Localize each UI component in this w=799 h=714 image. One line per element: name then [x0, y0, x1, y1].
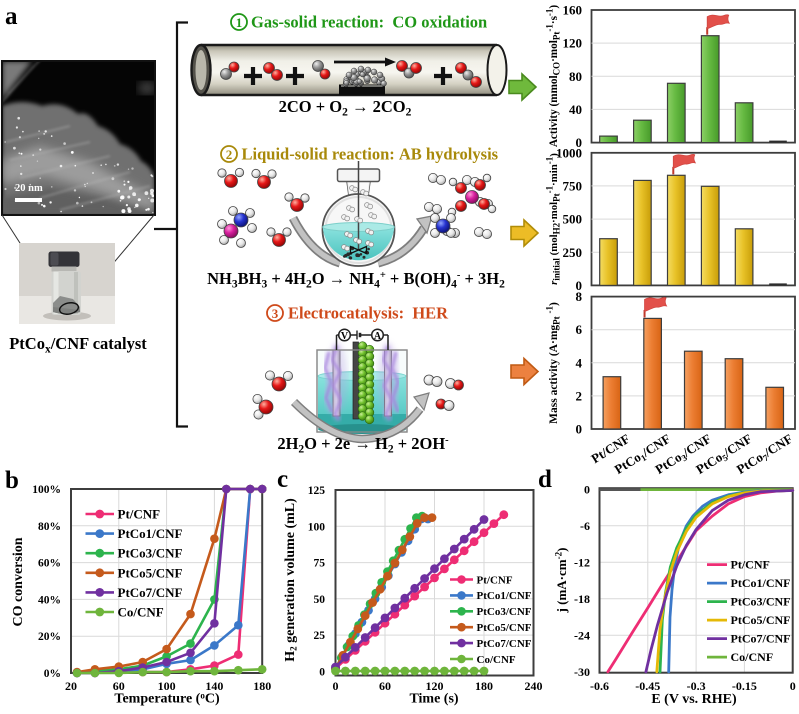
svg-text:240: 240 — [525, 679, 543, 693]
svg-text:PtCo3/CNF: PtCo3/CNF — [731, 595, 791, 609]
svg-text:25: 25 — [314, 630, 326, 642]
svg-text:Gas-solid reaction: CO oxidat: Gas-solid reaction: CO oxidation — [251, 13, 487, 32]
svg-text:2CO + O2​ → 2CO2​: 2CO + O2​ → 2CO2​ — [279, 97, 412, 119]
svg-text:3: 3 — [272, 306, 279, 321]
svg-text:PtCo3/CNF: PtCo3/CNF — [477, 606, 532, 618]
svg-text:-0.15: -0.15 — [732, 679, 757, 693]
svg-text:8: 8 — [576, 289, 583, 304]
svg-text:Time (s): Time (s) — [409, 692, 458, 707]
svg-text:Co/CNF: Co/CNF — [477, 654, 516, 666]
svg-text:Liquid-solid reaction: AB hydr: Liquid-solid reaction: AB hydrolysis — [242, 145, 499, 164]
svg-text:PtCo3/CNF: PtCo3/CNF — [118, 546, 183, 561]
svg-text:40: 40 — [569, 102, 582, 117]
svg-text:60: 60 — [379, 679, 391, 693]
svg-text:-12: -12 — [574, 555, 590, 569]
svg-text:180: 180 — [475, 679, 493, 693]
svg-text:0: 0 — [333, 679, 339, 693]
svg-text:PtCo5/CNF: PtCo5/CNF — [118, 565, 183, 580]
svg-text:-0.6: -0.6 — [590, 679, 609, 693]
svg-text:Co/CNF: Co/CNF — [118, 605, 164, 620]
svg-text:PtCo7/CNF: PtCo7/CNF — [118, 585, 183, 600]
svg-text:PtCo1/CNF: PtCo1/CNF — [731, 576, 791, 590]
svg-text:50: 50 — [314, 594, 326, 606]
svg-text:PtCo1/CNF: PtCo1/CNF — [477, 590, 532, 602]
svg-text:4: 4 — [576, 355, 583, 370]
svg-text:rinitial​ (molH2​·molPt​-1​·mi: rinitial​ (molH2​·molPt​-1​·min-1​) — [545, 153, 562, 285]
svg-text:750: 750 — [563, 178, 583, 193]
svg-text:d: d — [538, 466, 552, 493]
svg-text:a: a — [5, 3, 18, 30]
svg-text:-18: -18 — [574, 592, 590, 606]
svg-text:75: 75 — [314, 558, 326, 570]
svg-text:250: 250 — [563, 245, 583, 260]
svg-text:40%: 40% — [38, 594, 61, 606]
svg-text:-24: -24 — [574, 628, 590, 642]
svg-text:-0.3: -0.3 — [687, 679, 706, 693]
svg-text:CO conversion: CO conversion — [11, 537, 26, 626]
svg-text:Mass activity (A·mgPt​ -1​): Mass activity (A·mgPt​ -1​) — [545, 302, 562, 424]
svg-text:Co/CNF: Co/CNF — [731, 650, 774, 664]
svg-text:b: b — [5, 467, 19, 494]
svg-text:PtCo7/CNF: PtCo7/CNF — [731, 632, 791, 646]
svg-text:E (V vs. RHE): E (V vs. RHE) — [651, 692, 737, 707]
svg-text:NH3​BH3​ + 4H2​O → NH4​+​ + B(: NH3​BH3​ + 4H2​O → NH4​+​ + B(OH)4​-​ + … — [207, 269, 505, 291]
svg-text:1: 1 — [236, 15, 243, 30]
svg-text:80: 80 — [569, 69, 582, 84]
svg-text:PtCo7/CNF: PtCo7/CNF — [477, 638, 532, 650]
svg-text:140: 140 — [205, 679, 223, 693]
svg-text:Temperature (o​C): Temperature (o​C) — [114, 691, 220, 707]
svg-text:PtCo5/CNF: PtCo5/CNF — [477, 622, 532, 634]
svg-text:-30: -30 — [574, 665, 590, 679]
svg-text:c: c — [277, 466, 288, 493]
svg-text:120: 120 — [426, 679, 444, 693]
svg-text:Activity (mmolCO​·molPt​-1​·s-: Activity (mmolCO​·molPt​-1​·s-1​) — [545, 5, 562, 148]
svg-text:0: 0 — [576, 135, 583, 150]
svg-text:500: 500 — [563, 212, 583, 227]
svg-text:2: 2 — [576, 388, 583, 403]
svg-text:0: 0 — [576, 422, 583, 437]
svg-text:80%: 80% — [38, 521, 61, 533]
svg-text:20: 20 — [65, 679, 77, 693]
svg-text:-0.45: -0.45 — [635, 679, 660, 693]
svg-text:1000: 1000 — [556, 145, 582, 160]
svg-text:60%: 60% — [38, 558, 61, 570]
svg-text:2H2​O + 2e → H2​ + 2OH-​: 2H2​O + 2e → H2​ + 2OH-​ — [277, 434, 449, 456]
svg-text:0: 0 — [790, 679, 796, 693]
svg-text:H2​ generation volume (mL): H2​ generation volume (mL) — [283, 498, 299, 662]
svg-text:160: 160 — [563, 3, 583, 18]
svg-text:0: 0 — [319, 666, 325, 678]
svg-text:100: 100 — [158, 679, 176, 693]
svg-text:V: V — [341, 331, 349, 342]
svg-text:A: A — [374, 331, 382, 342]
svg-text:60: 60 — [113, 679, 125, 693]
svg-text:20%: 20% — [38, 631, 61, 643]
svg-text:Pt/CNF: Pt/CNF — [477, 574, 513, 586]
svg-text:-6: -6 — [580, 519, 590, 533]
svg-text:2: 2 — [226, 147, 233, 162]
svg-text:0: 0 — [584, 482, 590, 496]
svg-text:180: 180 — [253, 679, 271, 693]
svg-text:100%: 100% — [32, 484, 61, 496]
svg-text:PtCox​/CNF catalyst: PtCox​/CNF catalyst — [9, 334, 147, 356]
svg-text:0: 0 — [576, 278, 583, 293]
svg-text:100: 100 — [308, 521, 326, 533]
svg-text:20 nm: 20 nm — [15, 183, 43, 194]
svg-text:120: 120 — [563, 36, 583, 51]
svg-text:0%: 0% — [44, 668, 61, 680]
svg-text:Pt/CNF: Pt/CNF — [118, 507, 161, 522]
svg-text:PtCo1/CNF: PtCo1/CNF — [118, 526, 183, 541]
svg-text:125: 125 — [308, 485, 326, 497]
svg-text:j (mA·cm-2​): j (mA·cm-2​) — [554, 548, 570, 614]
svg-text:6: 6 — [576, 322, 583, 337]
svg-text:PtCo5/CNF: PtCo5/CNF — [731, 613, 791, 627]
svg-text:Electrocatalysis: HER: Electrocatalysis: HER — [288, 304, 449, 323]
svg-text:Pt/CNF: Pt/CNF — [731, 558, 770, 572]
